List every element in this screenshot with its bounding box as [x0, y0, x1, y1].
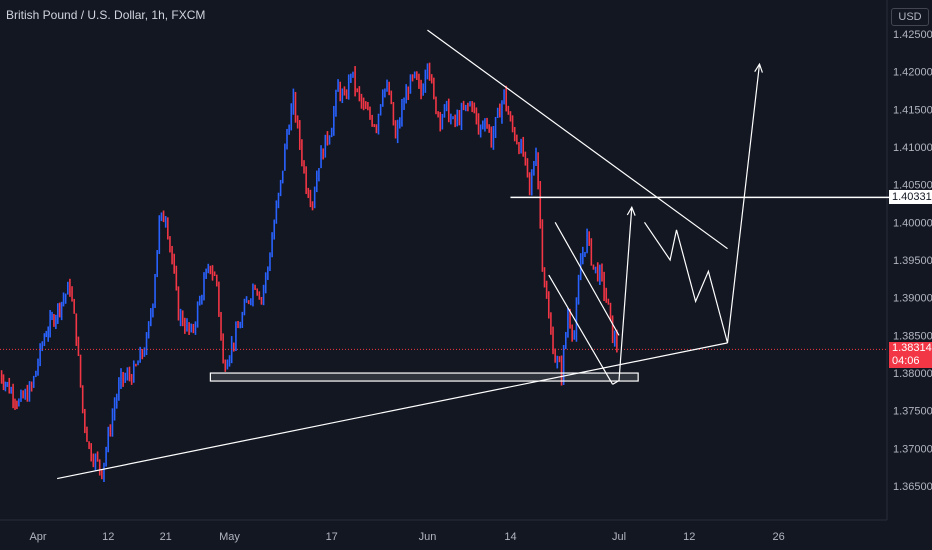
time-tick-label: 21: [160, 531, 172, 543]
time-tick-label: Jun: [419, 531, 437, 543]
price-tick-label: 1.37500: [893, 406, 932, 418]
time-tick-label: May: [219, 531, 240, 543]
time-tick-label: 12: [683, 531, 695, 543]
projection-arrowhead: [626, 205, 636, 216]
price-tick-label: 1.39500: [893, 255, 932, 267]
price-tick-label: 1.42500: [893, 29, 932, 41]
channel-line: [548, 274, 614, 385]
time-tick-label: 26: [772, 531, 784, 543]
time-tick-label: 14: [504, 531, 516, 543]
channel-line: [554, 222, 620, 336]
time-tick-label: 17: [326, 531, 338, 543]
projection-path: [644, 64, 761, 344]
drawings-layer: [0, 29, 932, 480]
trendline: [427, 29, 728, 250]
bar-countdown: 04:06: [892, 355, 920, 368]
price-tick-label: 1.42000: [893, 67, 932, 79]
last-price-tag: 1.38314 04:06: [889, 342, 932, 369]
price-tick-label: 1.40500: [893, 180, 932, 192]
price-tick-label: 1.38000: [893, 368, 932, 380]
price-tick-label: 1.38500: [893, 330, 932, 342]
price-tick-label: 1.41000: [893, 142, 932, 154]
price-tick-label: 1.40000: [893, 217, 932, 229]
time-tick-label: 12: [102, 531, 114, 543]
price-tick-label: 1.36500: [893, 481, 932, 493]
time-tick-label: Apr: [29, 531, 46, 543]
projection-arrowhead: [754, 62, 763, 73]
price-tick-label: 1.39000: [893, 293, 932, 305]
time-axis[interactable]: Apr 12 21 May 17 Jun 14 Jul 12 26: [29, 531, 784, 543]
support-zone-rect: [209, 372, 639, 382]
currency-button[interactable]: USD: [891, 8, 929, 26]
price-tick-label: 1.37000: [893, 443, 932, 455]
symbol-title[interactable]: British Pound / U.S. Dollar, 1h, FXCM: [6, 8, 206, 22]
trendline: [57, 342, 728, 480]
level-price-tag: 1.40331: [889, 190, 932, 205]
price-axis[interactable]: 1.36500 1.37000 1.37500 1.38000 1.38500 1.390…: [893, 29, 932, 493]
last-price-value: 1.38314: [892, 342, 932, 355]
projection-path: [612, 207, 633, 385]
price-tick-label: 1.41500: [893, 104, 932, 116]
time-tick-label: Jul: [612, 531, 626, 543]
